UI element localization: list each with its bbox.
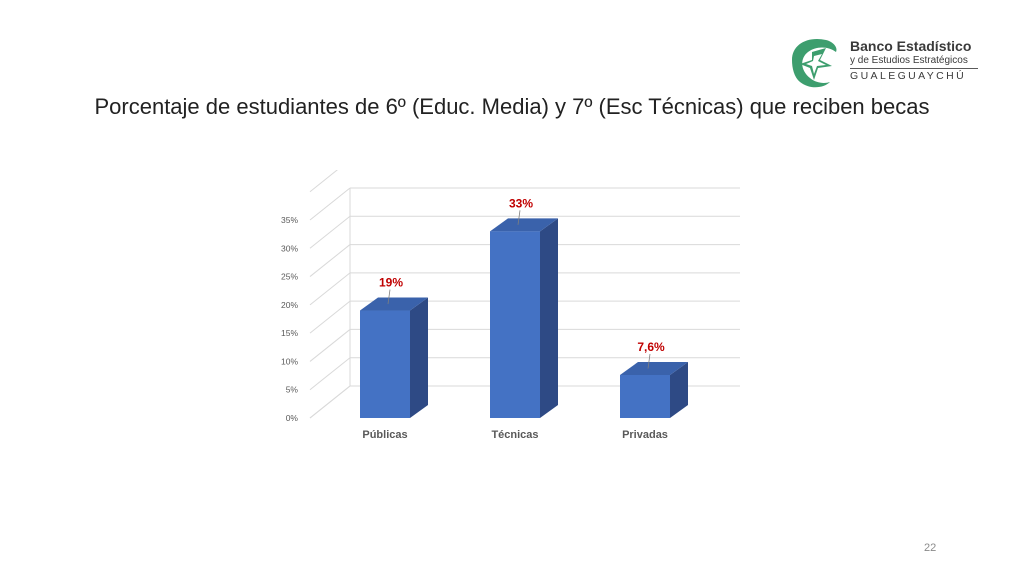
gridline-side [309, 300, 351, 334]
y-tick-label: 15% [281, 328, 298, 338]
data-label-leader [517, 210, 521, 225]
data-label-leader [647, 353, 651, 369]
x-tick-label: Privadas [622, 429, 668, 441]
x-tick-label: Públicas [362, 429, 407, 441]
gridline-side [309, 272, 351, 306]
logo: Banco Estadístico y de Estudios Estratég… [786, 34, 986, 90]
y-tick-label: 35% [281, 215, 298, 225]
bar-side [410, 297, 428, 418]
bar-side [540, 218, 558, 418]
bird-leaf-logo-icon [792, 38, 837, 88]
logo-line-3: GUALEGUAYCHÚ [850, 70, 967, 82]
slide-title: Porcentaje de estudiantes de 6º (Educ. M… [94, 94, 930, 119]
bar-top [490, 218, 558, 232]
gridline-side [309, 329, 351, 362]
y-tick-label: 25% [281, 272, 298, 282]
y-tick-label: 5% [286, 385, 299, 395]
logo-divider [850, 68, 978, 69]
x-tick-label: Técnicas [491, 429, 538, 441]
bar-top [360, 297, 428, 311]
y-tick-label: 0% [286, 413, 299, 423]
logo-line-2: y de Estudios Estratégicos [850, 55, 968, 66]
bar-chart: 0% 5% 10% 15% 20% 25% 30% 35% 19% Públicas 33% Técn… [281, 170, 740, 441]
page-number: 22 [924, 542, 937, 554]
data-label: 7,6% [637, 340, 665, 354]
gridline-side [309, 357, 351, 391]
gridline-side [309, 215, 351, 249]
gridline-side [309, 244, 351, 277]
data-label: 19% [379, 276, 403, 290]
data-label-leader [387, 289, 391, 305]
bar [490, 231, 540, 418]
data-label: 33% [509, 196, 533, 210]
bar-top [620, 362, 688, 376]
y-tick-label: 30% [281, 243, 298, 253]
gridline-side [309, 170, 338, 193]
gridline-side [309, 187, 351, 221]
bar [360, 310, 410, 418]
y-tick-label: 10% [281, 356, 298, 366]
y-tick-label: 20% [281, 300, 298, 310]
bar [620, 375, 670, 418]
bar-side [670, 362, 688, 418]
logo-line-1: Banco Estadístico [850, 38, 972, 54]
gridline-side [309, 385, 351, 419]
